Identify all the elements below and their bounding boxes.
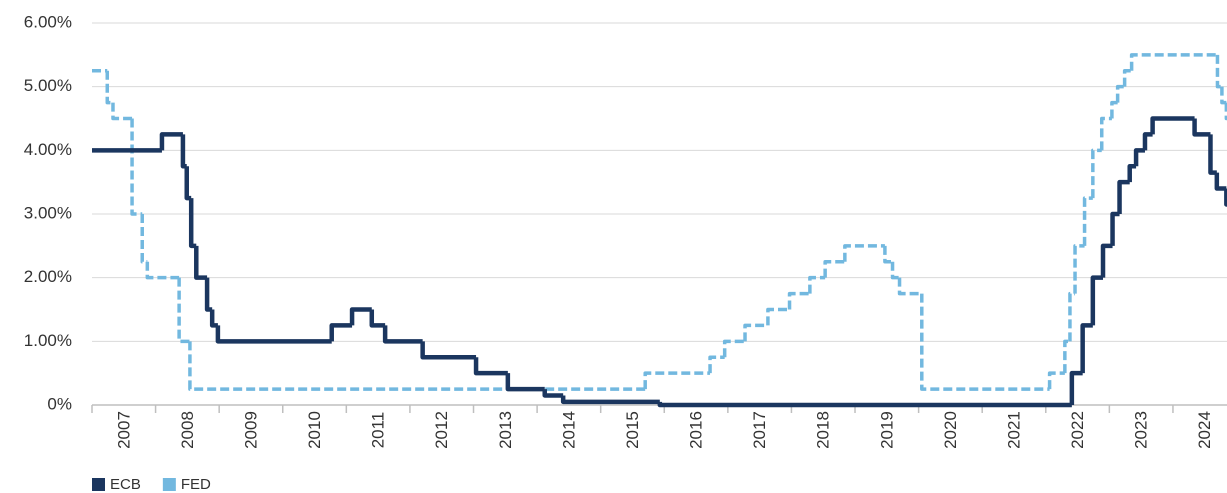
line-step bbox=[194, 245, 208, 280]
x-tick-label: 2009 bbox=[241, 411, 260, 449]
legend-label: FED bbox=[181, 476, 211, 493]
y-tick-label: 2.00% bbox=[24, 267, 72, 286]
line-step bbox=[843, 244, 885, 262]
line-step bbox=[215, 325, 332, 344]
line-step bbox=[111, 102, 133, 121]
line-step bbox=[349, 307, 372, 326]
line-step bbox=[420, 341, 477, 360]
line-step bbox=[473, 357, 508, 376]
line-step bbox=[1115, 84, 1125, 103]
line-step bbox=[1110, 211, 1120, 246]
x-tick-label: 2016 bbox=[687, 411, 706, 449]
line-step bbox=[177, 277, 190, 344]
line-step bbox=[808, 275, 826, 294]
line-step bbox=[1192, 118, 1211, 137]
x-tick-label: 2015 bbox=[623, 411, 642, 449]
y-tick-label: 4.00% bbox=[24, 140, 72, 159]
line-step bbox=[722, 339, 746, 358]
x-tick-label: 2010 bbox=[305, 411, 324, 449]
line-step bbox=[1215, 54, 1222, 89]
x-tick-label: 2011 bbox=[369, 412, 388, 449]
line-step bbox=[787, 291, 810, 310]
line-step bbox=[1082, 196, 1093, 246]
y-tick-label: 5.00% bbox=[24, 76, 72, 95]
x-tick-label: 2014 bbox=[559, 411, 578, 449]
line-step bbox=[920, 293, 1050, 391]
line-step bbox=[1073, 244, 1085, 294]
line-step bbox=[1214, 172, 1227, 191]
line-step bbox=[1122, 69, 1132, 87]
line-step bbox=[1099, 116, 1112, 151]
y-tick-label: 3.00% bbox=[24, 203, 72, 222]
line-step bbox=[823, 260, 845, 278]
line-step bbox=[708, 355, 725, 374]
legend-swatch bbox=[92, 478, 105, 491]
x-tick-label: 2023 bbox=[1132, 411, 1151, 449]
line-step bbox=[1069, 370, 1083, 405]
line-step bbox=[140, 214, 148, 264]
line-step bbox=[560, 395, 660, 405]
line-step bbox=[1110, 100, 1118, 119]
line-step bbox=[369, 309, 386, 328]
line-step bbox=[105, 70, 113, 105]
x-tick-label: 2022 bbox=[1068, 411, 1087, 449]
series-line bbox=[92, 53, 1227, 391]
line-step bbox=[643, 371, 711, 390]
line-step bbox=[1090, 275, 1104, 326]
line-step bbox=[1080, 323, 1093, 374]
line-step bbox=[159, 132, 183, 151]
line-step bbox=[184, 166, 192, 201]
line-step bbox=[1220, 86, 1227, 105]
line-step bbox=[766, 307, 790, 326]
x-tick-label: 2017 bbox=[750, 411, 769, 449]
line-step bbox=[188, 341, 646, 391]
line-step bbox=[209, 309, 218, 328]
y-tick-label: 1.00% bbox=[24, 331, 72, 350]
legend-swatch bbox=[162, 478, 176, 491]
line-step bbox=[505, 373, 545, 392]
line-step bbox=[897, 277, 922, 296]
y-tick-label: 6.00% bbox=[24, 12, 72, 31]
y-tick-label: 0% bbox=[47, 394, 72, 413]
line-step bbox=[542, 389, 564, 398]
line-step bbox=[1133, 148, 1145, 167]
line-step bbox=[1142, 132, 1153, 151]
x-tick-label: 2012 bbox=[432, 411, 451, 449]
line-step bbox=[1047, 371, 1065, 390]
line-step bbox=[883, 245, 893, 264]
line-step bbox=[329, 323, 353, 342]
x-tick-label: 2019 bbox=[877, 411, 896, 449]
x-tick-label: 2020 bbox=[941, 411, 960, 449]
line-step bbox=[145, 261, 180, 280]
line-step bbox=[188, 198, 197, 249]
line-step bbox=[1127, 164, 1137, 183]
x-tick-label: 2018 bbox=[814, 411, 833, 449]
line-step bbox=[890, 261, 900, 280]
line-step bbox=[657, 401, 1072, 408]
line-step bbox=[1117, 179, 1130, 214]
x-tick-label: 2008 bbox=[178, 411, 197, 449]
x-tick-label: 2021 bbox=[1004, 411, 1023, 449]
line-step bbox=[382, 325, 423, 344]
line-step bbox=[1100, 243, 1113, 278]
line-step bbox=[1129, 53, 1218, 71]
line-step bbox=[1091, 148, 1102, 199]
series-line bbox=[92, 116, 1227, 408]
legend-label: ECB bbox=[110, 476, 141, 493]
x-tick-label: 2013 bbox=[496, 411, 515, 449]
line-step bbox=[743, 323, 768, 342]
line-step bbox=[1063, 339, 1070, 374]
x-tick-label: 2007 bbox=[114, 411, 133, 449]
line-step bbox=[204, 277, 213, 312]
line-step bbox=[1150, 116, 1195, 135]
line-step bbox=[1068, 291, 1076, 342]
line-step bbox=[130, 118, 143, 216]
x-tick-label: 2024 bbox=[1195, 411, 1214, 449]
line-step bbox=[1208, 134, 1217, 175]
